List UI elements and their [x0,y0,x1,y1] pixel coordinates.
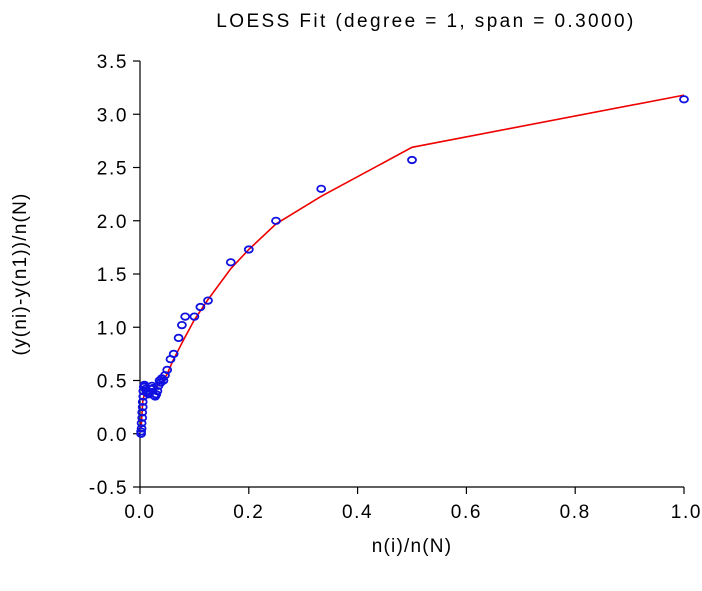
y-tick-label: 3.5 [97,52,128,73]
x-tick-label: 0.0 [124,502,155,523]
y-tick-label: -0.5 [89,478,128,499]
data-point [168,349,179,358]
data-point [203,296,213,305]
y-tick-label: 0.5 [97,372,128,393]
y-tick-label: 1.5 [97,265,128,286]
data-point [243,245,254,254]
data-point [152,386,163,396]
data-point [136,424,147,433]
data-point [679,95,689,104]
y-axis-ticks: -0.5 0.0 0.5 1.0 1.5 2.0 2.5 3.0 3.5 [89,52,140,499]
x-tick-label: 0.8 [560,502,591,523]
data-point [176,320,187,330]
y-tick-label: 1.0 [97,318,128,339]
data-point [407,155,417,165]
data-point [136,427,147,436]
x-tick-label: 0.6 [451,502,482,523]
y-tick-label: 2.0 [97,212,128,233]
x-tick-label: 0.2 [233,502,264,523]
data-point [271,216,281,225]
data-point [155,378,166,387]
data-point [162,365,173,374]
data-point [137,413,148,422]
y-tick-label: 3.0 [97,105,128,126]
data-point [137,402,148,412]
data-point [136,418,147,428]
data-point [180,312,191,321]
plot-frame [139,61,684,488]
x-axis-label: n(i)/n(N) [372,536,452,557]
data-point [173,333,184,342]
data-point [316,184,327,193]
data-point [137,397,148,406]
y-axis-label: (y(ni)-y(n1))/n(N) [10,192,31,355]
data-points [136,95,689,438]
x-tick-label: 1.0 [671,502,702,523]
y-tick-label: 0.0 [97,425,128,446]
data-point [189,312,200,321]
data-point [195,302,206,312]
data-point [137,408,148,417]
data-point [225,258,236,267]
chart-title: LOESS Fit (degree = 1, span = 0.3000) [216,11,635,32]
loess-fit-line [140,94,685,429]
y-tick-label: 2.5 [97,159,128,180]
x-tick-label: 0.4 [342,502,373,523]
x-axis-ticks: 0.0 0.2 0.4 0.6 0.8 1.0 [124,487,702,523]
